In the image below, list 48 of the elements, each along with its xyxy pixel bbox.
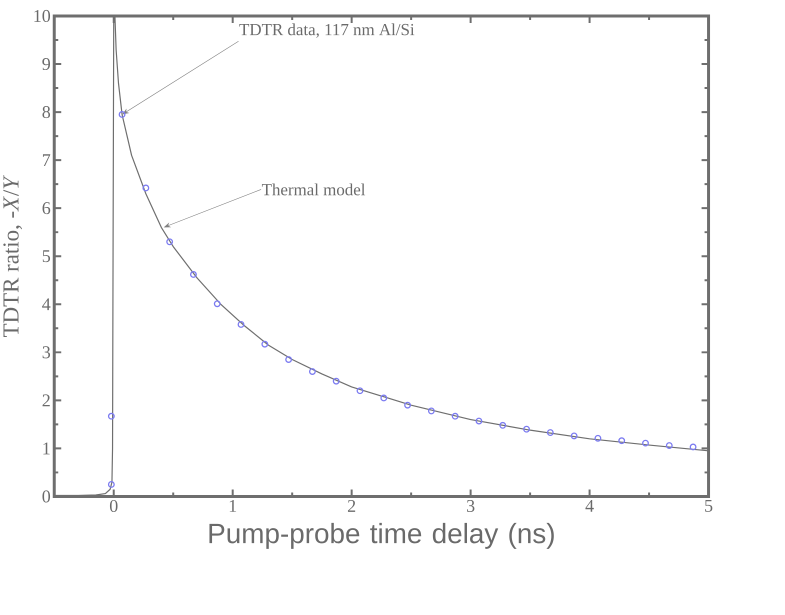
point (618, 437, 626, 444)
x-tick-label: 4 (585, 500, 594, 512)
point (166, 238, 174, 246)
point (570, 432, 578, 440)
point (380, 394, 388, 402)
x-tick-label: 2 (348, 500, 356, 512)
y-tick-label: 6 (42, 202, 50, 214)
y-tick-label: 4 (42, 298, 50, 310)
y-tick-label: 8 (42, 106, 50, 118)
x-tick-label: 3 (467, 500, 474, 512)
point (428, 407, 435, 414)
y-tick-label: 3 (42, 346, 50, 358)
point (285, 356, 292, 363)
point (476, 417, 482, 424)
point (190, 270, 197, 278)
x-axis-title: Pump-probe time delay (ns) (209, 522, 554, 549)
point (690, 443, 697, 450)
y-tick-label: 5 (42, 250, 50, 262)
point (261, 340, 268, 348)
point (108, 412, 115, 420)
point (404, 402, 412, 408)
y-tick-label: 1 (43, 442, 50, 454)
point (452, 412, 459, 420)
x-tick-label: 0 (110, 500, 118, 512)
point (499, 422, 506, 429)
annotation: TDTR data, 117 nm Al/Si (239, 23, 414, 38)
x-tick-label: 1 (230, 500, 236, 512)
y-axis-title: TDTR ratio, -X/Y (3, 174, 22, 337)
point (142, 184, 150, 192)
point (666, 442, 673, 449)
y-tick-label: 7 (42, 154, 50, 166)
point (594, 434, 602, 442)
annotation: Thermal model (262, 183, 366, 196)
point (214, 300, 221, 308)
point (642, 440, 649, 446)
point (118, 110, 126, 118)
point (108, 480, 115, 488)
y-tick-label: 0 (42, 490, 50, 502)
y-tick-label: 10 (34, 10, 50, 22)
point (356, 387, 364, 394)
point (308, 368, 316, 375)
point (238, 320, 244, 328)
y-tick-label: 9 (42, 58, 50, 70)
point (546, 428, 554, 436)
point (523, 426, 530, 432)
x-tick-label: 5 (705, 500, 712, 512)
point (332, 378, 340, 384)
y-tick-label: 2 (42, 394, 50, 406)
